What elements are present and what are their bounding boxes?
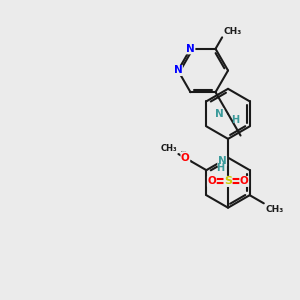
Text: H: H bbox=[231, 115, 239, 125]
Text: O: O bbox=[181, 154, 190, 164]
Text: CH₃: CH₃ bbox=[224, 27, 242, 36]
Text: S: S bbox=[224, 176, 232, 186]
Text: methoxy: methoxy bbox=[181, 151, 187, 152]
Text: O: O bbox=[240, 176, 249, 186]
Text: N: N bbox=[174, 65, 182, 76]
Text: CH₃: CH₃ bbox=[265, 205, 284, 214]
Text: N: N bbox=[186, 44, 195, 54]
Text: CH₃: CH₃ bbox=[160, 144, 177, 153]
Text: H: H bbox=[216, 163, 224, 173]
Text: O: O bbox=[208, 176, 216, 186]
Text: N: N bbox=[215, 109, 224, 119]
Text: N: N bbox=[218, 156, 226, 166]
